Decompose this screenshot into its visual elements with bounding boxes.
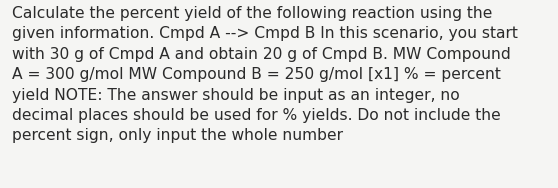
Text: Calculate the percent yield of the following reaction using the
given informatio: Calculate the percent yield of the follo…: [12, 6, 518, 143]
